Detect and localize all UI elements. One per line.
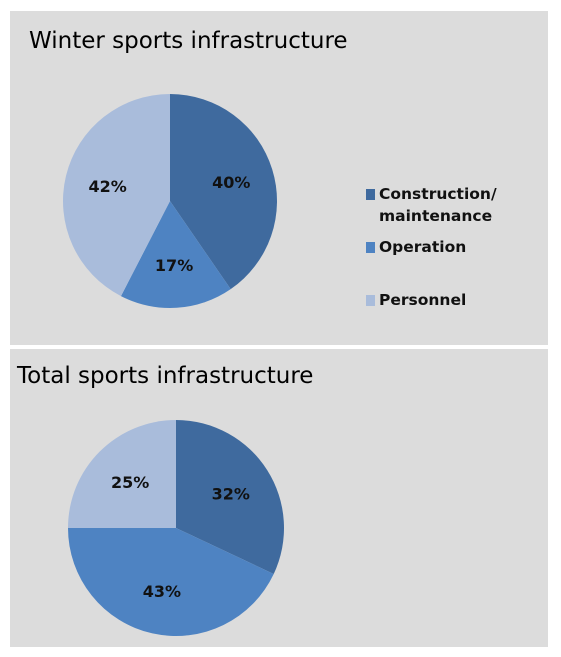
pie-label-construction: 32% <box>212 484 250 503</box>
legend-label-operation: Operation <box>379 238 467 256</box>
legend-swatch-personnel <box>366 295 375 306</box>
legend-swatch-construction <box>366 189 375 200</box>
chart-title-winter: Winter sports infrastructure <box>29 28 348 54</box>
pie-slice-construction <box>170 94 277 290</box>
chart-title-total: Total sports infrastructure <box>17 363 314 389</box>
pie-label-personnel: 42% <box>88 177 126 196</box>
pie-slice-operation <box>120 201 231 309</box>
pie-slice-personnel <box>62 94 170 297</box>
total-chart-panel: Total sports infrastructure 32% 43% 25% <box>10 349 548 647</box>
pie-label-construction: 40% <box>212 173 250 192</box>
legend-swatch-operation <box>366 242 375 253</box>
pie-chart-total: 32% 43% 25% <box>68 420 284 636</box>
pie-slice-personnel <box>68 420 176 528</box>
legend-label-personnel: Personnel <box>379 291 467 309</box>
winter-chart-panel: Winter sports infrastructure 40% 17% 42% C… <box>10 11 548 345</box>
pie-slice-operation <box>68 528 274 636</box>
legend-item-operation: Operation <box>366 236 466 258</box>
pie-slice-construction <box>176 420 284 574</box>
pie-chart-winter: 40% 17% 42% <box>62 94 277 309</box>
legend-label-construction: Construction/ maintenance <box>379 185 497 225</box>
pie-label-personnel: 25% <box>111 473 149 492</box>
legend-item-construction: Construction/ maintenance <box>366 183 497 227</box>
pie-label-operation: 43% <box>143 582 181 601</box>
pie-label-operation: 17% <box>155 256 193 275</box>
legend-item-personnel: Personnel <box>366 289 466 311</box>
